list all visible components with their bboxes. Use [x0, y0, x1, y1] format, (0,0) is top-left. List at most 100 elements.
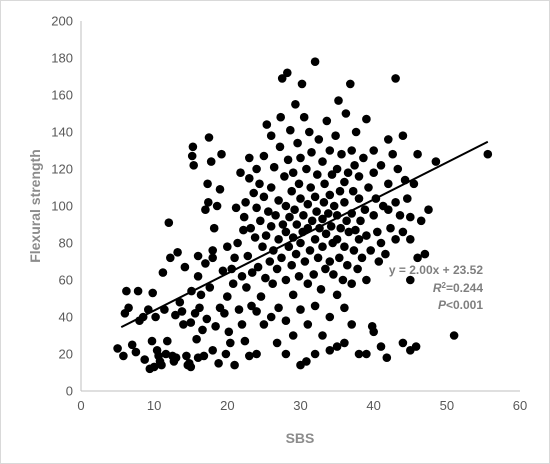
- data-point: [318, 331, 327, 340]
- data-point: [351, 225, 360, 235]
- data-point: [318, 157, 327, 166]
- data-point: [237, 320, 247, 329]
- data-point: [303, 223, 313, 233]
- data-point: [374, 257, 384, 266]
- data-point: [386, 223, 395, 233]
- data-point: [307, 216, 317, 226]
- x-tick-label: 60: [513, 398, 527, 413]
- data-point: [319, 198, 329, 207]
- data-point: [201, 205, 210, 214]
- data-point: [296, 194, 305, 203]
- data-point: [234, 305, 244, 314]
- data-point: [243, 251, 253, 261]
- y-tick-label: 40: [59, 310, 73, 325]
- data-point: [272, 338, 282, 348]
- data-point: [177, 307, 187, 316]
- data-point: [303, 320, 313, 329]
- data-point: [310, 349, 320, 359]
- data-point: [340, 242, 349, 251]
- data-point: [369, 146, 379, 155]
- data-point: [359, 153, 368, 163]
- data-point: [329, 270, 338, 279]
- data-point: [201, 259, 210, 268]
- data-point: [122, 286, 131, 296]
- x-tick-label: 0: [77, 398, 84, 413]
- data-point: [252, 307, 261, 316]
- data-point: [193, 272, 203, 281]
- data-point: [239, 225, 248, 235]
- data-point: [347, 320, 357, 329]
- data-point: [329, 201, 339, 211]
- data-point: [239, 212, 249, 222]
- p-value-label: P<0.001: [438, 298, 483, 312]
- data-point: [280, 172, 289, 181]
- data-point: [325, 146, 335, 155]
- data-point: [388, 149, 398, 159]
- data-point: [290, 205, 299, 214]
- data-point: [354, 172, 364, 181]
- data-point: [195, 303, 204, 313]
- data-point: [186, 362, 196, 372]
- data-point: [403, 194, 412, 203]
- data-point: [391, 235, 400, 244]
- data-point: [332, 342, 342, 351]
- data-point: [187, 151, 197, 161]
- data-point: [265, 257, 275, 266]
- data-point: [242, 283, 251, 292]
- data-point: [230, 253, 239, 263]
- tick-labels: 0 10 20 30 40 50 60 0 20 40 60 80 100 120 140 160 180 200: [51, 14, 527, 414]
- data-point: [206, 157, 216, 166]
- data-point: [208, 346, 217, 355]
- data-point: [268, 279, 278, 289]
- data-point: [409, 179, 419, 189]
- data-point: [283, 155, 293, 165]
- data-point: [369, 211, 379, 220]
- data-point: [341, 109, 351, 118]
- data-point: [261, 231, 271, 240]
- data-point: [246, 223, 255, 233]
- data-point: [302, 357, 311, 366]
- data-point: [224, 327, 234, 337]
- data-point: [310, 235, 320, 244]
- data-point: [337, 149, 346, 159]
- y-tick-label: 120: [51, 162, 73, 177]
- data-point: [226, 338, 235, 348]
- data-point: [158, 268, 168, 277]
- data-point: [325, 346, 335, 355]
- data-point: [354, 349, 364, 359]
- data-point: [413, 253, 422, 263]
- data-point: [286, 125, 295, 135]
- data-point: [356, 216, 365, 226]
- data-point: [340, 338, 349, 348]
- data-point: [245, 174, 254, 183]
- data-point: [325, 257, 335, 266]
- data-point: [362, 275, 371, 285]
- data-point: [252, 349, 261, 359]
- data-point: [293, 138, 302, 148]
- data-point: [343, 260, 352, 270]
- axes: [80, 21, 520, 392]
- data-point: [199, 351, 209, 361]
- data-point: [340, 177, 349, 187]
- data-point: [393, 164, 403, 174]
- data-point: [310, 192, 320, 202]
- data-point: [202, 314, 212, 324]
- data-point: [231, 203, 241, 213]
- data-point: [259, 320, 269, 329]
- data-point: [406, 275, 415, 285]
- data-point: [171, 353, 181, 363]
- data-point: [221, 349, 231, 359]
- data-point: [252, 203, 261, 213]
- data-point: [413, 149, 422, 159]
- data-point: [255, 216, 265, 226]
- data-point: [362, 114, 371, 124]
- data-point: [398, 131, 408, 140]
- data-point: [343, 168, 353, 177]
- data-point: [250, 233, 260, 242]
- data-point: [354, 235, 364, 244]
- data-point: [362, 231, 371, 240]
- data-point: [266, 312, 276, 322]
- data-point: [147, 336, 157, 346]
- data-point: [336, 223, 346, 233]
- data-point: [483, 149, 493, 159]
